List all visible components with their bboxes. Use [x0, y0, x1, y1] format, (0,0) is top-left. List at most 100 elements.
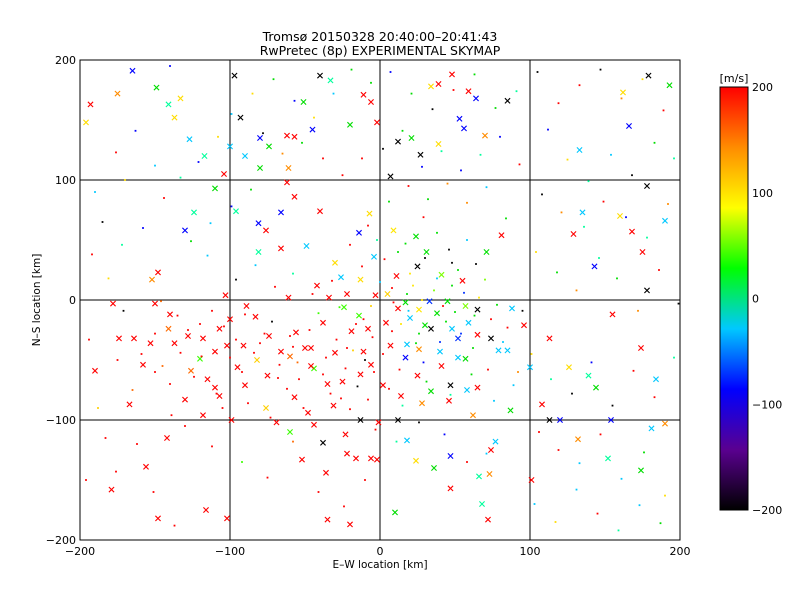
scatter-point-dot [505, 217, 507, 220]
scatter-point-x [216, 325, 223, 332]
scatter-point-dot [161, 365, 164, 367]
scatter-point-dot [421, 165, 423, 168]
scatter-point-dot [673, 157, 675, 160]
scatter-point-x [438, 271, 445, 278]
scatter-point-dot [388, 387, 390, 390]
scatter-point-x [662, 420, 668, 427]
scatter-point-dot [392, 301, 395, 304]
scatter-point-x [212, 348, 218, 355]
scatter-point-dot [367, 398, 369, 401]
colorbar-tick-label: −100 [752, 398, 782, 411]
scatter-point-dot [235, 338, 237, 341]
scatter-point-x [374, 119, 380, 126]
scatter-point-dot [490, 318, 492, 321]
scatter-point-x [608, 417, 614, 423]
scatter-point-x [585, 372, 592, 379]
scatter-point-x [356, 229, 362, 236]
scatter-point-x [638, 467, 644, 474]
scatter-point-x [317, 72, 323, 79]
scatter-point-dot [473, 73, 476, 76]
scatter-point-dot [466, 239, 468, 241]
scatter-point-dot [170, 414, 173, 417]
scatter-point-x [92, 367, 98, 374]
scatter-point-x [323, 469, 329, 476]
scatter-point-dot [383, 258, 386, 261]
scatter-point-dot [154, 164, 156, 167]
scatter-point-x [492, 438, 499, 445]
colorbar-tick-label: 200 [752, 81, 773, 94]
scatter-point-x [110, 300, 116, 307]
scatter-point-dot [478, 296, 480, 299]
scatter-point-dot [271, 320, 273, 323]
scatter-point-dot [395, 440, 398, 443]
scatter-point-dot [187, 329, 189, 331]
scatter-point-dot [278, 363, 281, 366]
scatter-point-x [372, 292, 379, 299]
scatter-point-x [566, 364, 572, 371]
scatter-point-x [393, 273, 400, 279]
scatter-point-x [539, 401, 545, 408]
scatter-point-x [357, 417, 364, 423]
scatter-point-x [437, 348, 443, 355]
scatter-point-x [252, 313, 259, 320]
scatter-point-dot [101, 221, 104, 223]
scatter-point-dot [485, 452, 488, 455]
scatter-point-x [575, 436, 581, 443]
scatter-point-dot [557, 102, 560, 105]
scatter-point-dot [400, 323, 402, 325]
scatter-point-dot [350, 68, 353, 71]
scatter-point-x [257, 165, 263, 171]
scatter-point-x [263, 227, 269, 234]
scatter-point-dot [391, 330, 393, 333]
scatter-point-x [167, 311, 173, 318]
scatter-point-x [188, 367, 194, 374]
scatter-point-dot [659, 522, 662, 525]
scatter-point-x [147, 340, 154, 347]
scatter-point-dot [436, 277, 438, 280]
scatter-point-x [341, 304, 347, 311]
scatter-point-dot [379, 281, 381, 283]
scatter-point-x [419, 400, 425, 407]
scatter-point-dot [578, 84, 581, 87]
scatter-point-dot [364, 479, 366, 481]
scatter-point-x [474, 331, 481, 338]
scatter-point-x [384, 291, 391, 297]
scatter-point-x [395, 417, 401, 423]
scatter-point-dot [317, 312, 320, 315]
scatter-point-dot [251, 92, 254, 95]
scatter-point-x [438, 363, 445, 369]
scatter-point-x [398, 393, 404, 399]
scatter-point-x [617, 213, 623, 219]
scatter-point-dot [578, 462, 581, 465]
scatter-point-dot [211, 309, 213, 312]
scatter-point-dot [329, 392, 332, 395]
scatter-point-dot [616, 277, 618, 280]
scatter-point-dot [388, 200, 390, 203]
scatter-point-x [402, 354, 409, 361]
scatter-point-x [182, 227, 188, 234]
scatter-point-dot [85, 479, 87, 481]
scatter-point-dot [596, 512, 599, 515]
scatter-point-dot [356, 385, 359, 388]
scatter-point-x [428, 388, 434, 395]
scatter-point-dot [410, 92, 413, 95]
scatter-point-dot [317, 491, 320, 493]
scatter-point-x [303, 243, 310, 249]
scatter-point-dot [217, 135, 219, 138]
scatter-point-x [557, 417, 563, 423]
scatter-point-x [476, 473, 482, 480]
scatter-point-x [645, 72, 652, 79]
scatter-point-x [242, 153, 248, 159]
scatter-point-x [309, 126, 316, 133]
scatter-point-x [449, 71, 455, 78]
scatter-point-dot [266, 476, 269, 479]
grid [80, 60, 680, 540]
scatter-point-x [153, 84, 160, 91]
scatter-point-x [243, 303, 250, 309]
scatter-point-dot [364, 359, 366, 361]
scatter-point-x [171, 114, 178, 121]
scatter-point-dot [583, 225, 585, 228]
scatter-point-x [284, 179, 290, 186]
scatter-point-x [212, 384, 218, 391]
scatter-point-x [390, 227, 397, 234]
